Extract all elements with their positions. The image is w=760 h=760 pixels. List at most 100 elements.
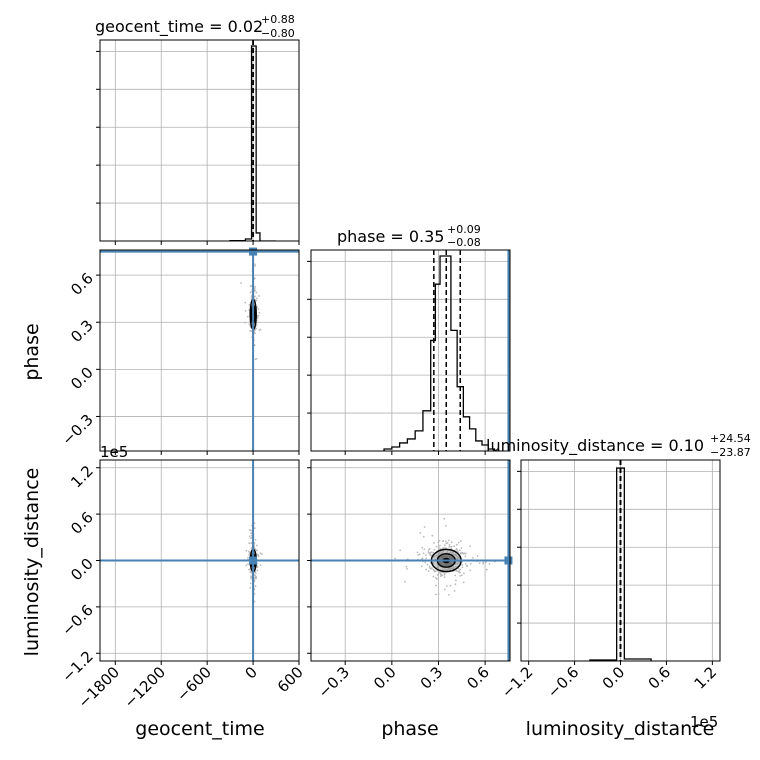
sample-point [438, 544, 441, 547]
sample-point [430, 567, 433, 570]
sample-point [434, 593, 437, 596]
sample-point [432, 568, 435, 571]
sample-point [451, 567, 454, 570]
sample-point [488, 563, 491, 565]
sample-point [245, 564, 248, 567]
sample-point [248, 554, 251, 556]
sample-point [247, 550, 250, 553]
tick-label-x: 0.0 [599, 663, 629, 693]
sample-point [419, 532, 422, 534]
sample-point [432, 575, 435, 578]
sample-point [422, 535, 425, 538]
sample-point [450, 541, 453, 544]
sample-point [436, 563, 439, 566]
sample-point [463, 552, 466, 555]
panel-frame [99, 39, 300, 242]
sample-point [478, 562, 481, 565]
sample-point [456, 562, 459, 565]
sample-point [443, 576, 446, 579]
panel-phase-vs-phase [307, 249, 511, 455]
sample-point [437, 565, 440, 568]
sample-point [425, 568, 427, 571]
ylabel-luminosity-distance: luminosity_distance [21, 468, 43, 657]
tick-label-x: −1200 [120, 663, 169, 712]
sample-point [461, 552, 464, 554]
sample-point [244, 309, 247, 312]
sample-point [444, 547, 447, 549]
sample-point [456, 556, 459, 559]
sample-point [247, 563, 249, 565]
panel-frame [99, 249, 300, 452]
sample-point [459, 571, 461, 574]
sample-point [405, 565, 408, 568]
sample-point [459, 575, 462, 577]
sample-point [254, 574, 257, 577]
sample-point [425, 554, 427, 557]
tick-label-y: −1.2 [58, 647, 96, 685]
sample-point [257, 307, 260, 310]
sample-point [255, 544, 258, 547]
sample-point [425, 557, 428, 560]
sample-point [437, 593, 440, 596]
sample-point [458, 557, 461, 560]
sample-point [423, 548, 426, 551]
sample-point [446, 585, 448, 587]
title-phase-plus: +0.09 [447, 223, 481, 236]
sample-point [404, 580, 406, 583]
panel-content [311, 250, 510, 451]
sample-point [440, 573, 443, 576]
panel-luminosity_distance-vs-luminosity_distance: −1.2 −0.6 0.0 0.6 1.2 [498, 459, 721, 702]
sample-point [464, 555, 467, 558]
panel-content [311, 460, 510, 661]
sample-point [440, 552, 443, 554]
tick-label-y: −0.3 [58, 411, 96, 449]
tick-label-x: −0.6 [544, 663, 582, 701]
sample-point [439, 572, 441, 574]
sample-point [250, 536, 253, 539]
sample-point [248, 529, 251, 531]
tick-label-x: 600 [274, 663, 307, 696]
sample-point [449, 584, 452, 587]
sample-point [433, 542, 435, 544]
title-luminosity-distance-plus: +24.54 [710, 432, 751, 445]
tick-label-y: 0.0 [67, 363, 97, 393]
sample-point [484, 561, 487, 564]
panel-content [521, 460, 720, 661]
sample-point [247, 556, 249, 559]
sample-point [443, 546, 445, 549]
sample-point [469, 562, 472, 565]
sample-point [432, 551, 434, 554]
sample-point [438, 553, 441, 555]
sample-point [443, 572, 446, 575]
sample-point [485, 568, 488, 571]
sample-point [248, 568, 250, 571]
sample-point [421, 546, 424, 549]
sample-point [469, 569, 472, 572]
sample-point [240, 282, 242, 284]
sample-point [254, 572, 257, 574]
sample-point [249, 291, 252, 294]
sample-point [418, 553, 421, 556]
title-geocent-time-minus: −0.80 [261, 27, 295, 40]
sample-point [443, 567, 446, 570]
sample-point [456, 549, 459, 552]
tick-label-y: 1.2 [67, 462, 97, 492]
offset-label-y-luminosity-distance: 1e5 [100, 443, 128, 461]
sample-point [423, 526, 426, 528]
sample-point [253, 600, 256, 603]
ylabel-phase: phase [21, 323, 43, 380]
tick-label-x: −0.3 [315, 663, 353, 701]
sample-point [456, 570, 458, 572]
sample-point [457, 541, 460, 544]
sample-point [461, 574, 463, 577]
sample-point [436, 574, 439, 576]
sample-point [454, 583, 457, 586]
sample-point [460, 547, 463, 549]
sample-point [260, 553, 263, 555]
sample-point [428, 547, 431, 550]
title-luminosity-distance: luminosity_distance = 0.10 [486, 436, 704, 456]
sample-point [446, 550, 449, 553]
sample-point [469, 545, 471, 548]
sample-point [438, 551, 440, 554]
sample-point [427, 570, 430, 573]
